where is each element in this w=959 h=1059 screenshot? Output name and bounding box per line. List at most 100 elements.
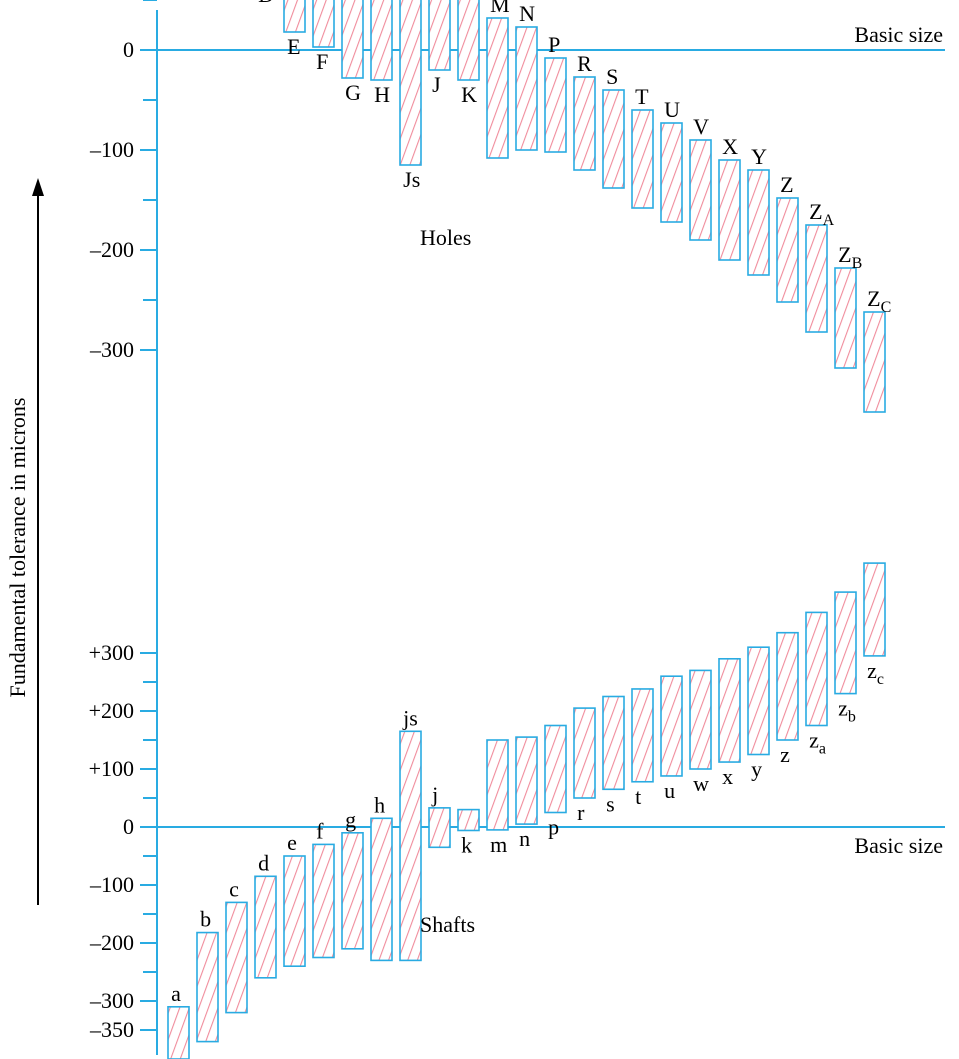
bar-letter: p (548, 815, 559, 840)
bar-letter: V (693, 114, 709, 139)
bar-letter: z (780, 742, 790, 767)
tick-label: –100 (89, 872, 134, 897)
bar-letter: T (635, 84, 649, 109)
bar-letter: x (722, 764, 733, 789)
tolerance-bar (458, 0, 479, 80)
tolerance-bar (226, 902, 247, 1012)
tolerance-bar (487, 18, 508, 158)
bar-letter: Js (403, 167, 420, 192)
bar-letter: H (374, 82, 390, 107)
bar-letter: e (287, 830, 297, 855)
tolerance-bar (777, 198, 798, 302)
tolerance-bar (284, 856, 305, 966)
bar-letter: R (577, 51, 592, 76)
tolerance-bar (835, 592, 856, 694)
bar-letter: j (431, 782, 438, 807)
bar-letter: U (664, 97, 680, 122)
tolerance-bar (864, 563, 885, 656)
tolerance-bar (313, 844, 334, 957)
bar-letter: D (258, 0, 274, 7)
bar-letter: y (751, 757, 762, 782)
bar-letter: h (374, 792, 385, 817)
tolerance-bar (632, 110, 653, 208)
bar-letter: w (693, 771, 709, 796)
tolerance-bar (545, 58, 566, 152)
tolerance-bar (661, 676, 682, 776)
tolerance-bar (342, 0, 363, 78)
bar-letter: r (577, 800, 585, 825)
tolerance-bar (661, 123, 682, 222)
tick-label: –300 (89, 988, 134, 1013)
bar-letter: s (606, 791, 615, 816)
tolerance-bar (690, 670, 711, 769)
bar-letter: F (316, 49, 328, 74)
bar-letter: E (287, 34, 300, 59)
tolerance-bar (806, 225, 827, 332)
tolerance-bar (400, 731, 421, 960)
tolerance-bar (516, 27, 537, 150)
tolerance-bar (748, 647, 769, 754)
bar-letter: X (722, 134, 738, 159)
tolerance-bar (574, 77, 595, 170)
tolerance-bar (806, 612, 827, 725)
tolerance-bar (255, 876, 276, 978)
tick-label: 0 (123, 814, 134, 839)
bar-letter: n (519, 826, 530, 851)
bar-letter: S (606, 64, 618, 89)
tolerance-bar (719, 160, 740, 260)
tick-label: +300 (89, 640, 134, 665)
tolerance-bar (835, 268, 856, 368)
bar-letter: Z (780, 172, 793, 197)
tick-label: –200 (89, 930, 134, 955)
tolerance-bar (603, 697, 624, 790)
tolerance-bar (719, 659, 740, 762)
tolerance-bar (429, 0, 450, 70)
bar-letter: Y (751, 144, 767, 169)
bar-letter: P (548, 32, 560, 57)
bar-letter: m (490, 832, 507, 857)
basic-size-label-lower: Basic size (854, 833, 943, 858)
bar-letter: c (229, 876, 239, 901)
bar-letter: M (490, 0, 510, 17)
tolerance-bar (168, 1007, 189, 1059)
bar-letter: b (200, 907, 211, 932)
tolerance-bar (313, 0, 334, 47)
y-axis-label: Fundamental tolerance in microns (5, 398, 30, 698)
bar-letter: f (316, 818, 324, 843)
tick-label: –100 (89, 137, 134, 162)
tolerance-bar (516, 737, 537, 824)
bar-letter: J (432, 72, 441, 97)
tick-label: –200 (89, 237, 134, 262)
bar-letter: K (461, 82, 477, 107)
tolerance-bar (400, 0, 421, 165)
tick-label: +200 (89, 698, 134, 723)
tick-label: +100 (89, 756, 134, 781)
tolerance-bar (632, 689, 653, 782)
tolerance-bar (371, 0, 392, 80)
bar-letter: t (635, 784, 641, 809)
tolerance-bar (487, 740, 508, 830)
tolerance-diagram: Fundamental tolerance in microns Basic si… (0, 0, 959, 1059)
tolerance-bar (545, 726, 566, 813)
tolerance-bar (197, 933, 218, 1042)
tolerance-bar (748, 170, 769, 275)
tolerance-bar (777, 633, 798, 740)
bar-letter: a (171, 981, 181, 1006)
bar-letter: js (402, 705, 418, 730)
tick-label: –300 (89, 337, 134, 362)
bar-letter: g (345, 807, 356, 832)
tick-label: –350 (89, 1017, 134, 1042)
bar-letter: u (664, 778, 675, 803)
tolerance-bar (458, 810, 479, 831)
holes-label: Holes (420, 225, 471, 250)
tolerance-bar (690, 140, 711, 240)
shafts-label: Shafts (420, 912, 475, 937)
tolerance-bar (371, 818, 392, 960)
bar-letter: G (345, 80, 361, 105)
bar-letter: d (258, 850, 269, 875)
tolerance-bar (284, 0, 305, 32)
tolerance-bar (429, 808, 450, 847)
tolerance-bar (864, 312, 885, 412)
bar-letter: N (519, 1, 535, 26)
tolerance-bar (574, 708, 595, 798)
